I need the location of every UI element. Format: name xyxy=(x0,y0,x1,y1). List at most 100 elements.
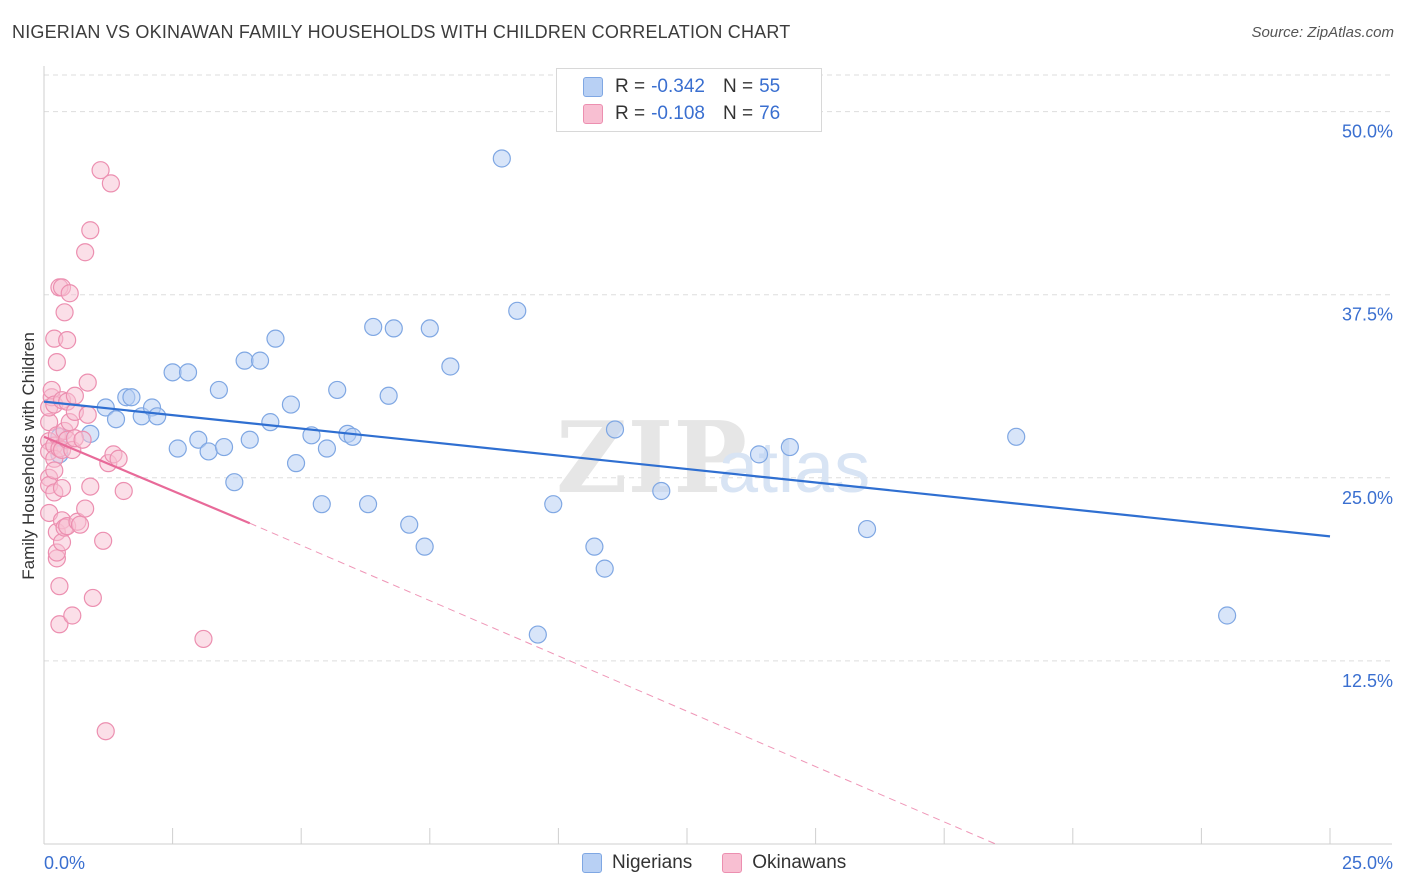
okinawan-point xyxy=(73,430,92,449)
nigerian-point xyxy=(595,559,614,578)
nigerian-point xyxy=(281,395,301,414)
nigerian-point xyxy=(364,317,383,337)
okinawan-point xyxy=(83,588,102,608)
okinawan-point xyxy=(58,331,77,350)
nigerians-swatch xyxy=(583,77,603,97)
nigerian-point xyxy=(225,473,244,492)
nigerian-point xyxy=(780,437,799,457)
nigerian-point xyxy=(209,380,228,400)
nigerian-point xyxy=(605,420,625,439)
nigerian-point xyxy=(250,351,270,370)
y-tick-label: 37.5% xyxy=(1342,305,1393,325)
nigerian-point xyxy=(492,149,511,168)
nigerian-point xyxy=(441,357,460,376)
okinawan-point xyxy=(50,577,69,596)
nigerians-swatch xyxy=(582,853,602,873)
okinawan-point xyxy=(94,531,113,550)
y-tick-label: 12.5% xyxy=(1342,671,1393,691)
nigerian-point xyxy=(652,481,671,501)
okinawan-point xyxy=(76,243,95,262)
nigerian-point xyxy=(312,495,331,514)
okinawan-point xyxy=(78,373,97,392)
legend-row-okinawans: R = -0.108 N = 76 xyxy=(583,102,786,126)
okinawans-trendline-extension xyxy=(249,522,996,845)
nigerian-point xyxy=(379,386,398,405)
nigerian-point xyxy=(106,410,126,429)
x-tick-label: 25.0% xyxy=(1342,853,1393,873)
r-value: -0.108 xyxy=(651,103,705,124)
okinawan-point xyxy=(81,477,100,496)
nigerian-point xyxy=(400,515,419,534)
watermark: ZIP atlas xyxy=(556,401,870,516)
okinawan-point xyxy=(194,629,213,649)
okinawan-point xyxy=(76,499,95,518)
nigerian-point xyxy=(178,363,198,382)
nigerian-point xyxy=(343,427,362,446)
nigerian-point xyxy=(235,351,254,370)
nigerian-point xyxy=(122,388,141,407)
nigerian-point xyxy=(1007,427,1026,446)
y-tick-label: 25.0% xyxy=(1342,488,1393,508)
chart-title: NIGERIAN VS OKINAWAN FAMILY HOUSEHOLDS W… xyxy=(12,22,791,42)
okinawan-point xyxy=(60,284,79,303)
nigerian-point xyxy=(508,301,527,320)
nigerian-point xyxy=(286,454,306,473)
y-axis-label: Family Households with Children xyxy=(19,332,38,580)
okinawan-point xyxy=(55,303,74,322)
okinawans-trendline xyxy=(43,435,251,525)
okinawan-point xyxy=(70,515,90,534)
n-value: 55 xyxy=(759,76,781,97)
nigerian-point xyxy=(189,430,208,449)
okinawan-point xyxy=(50,615,69,634)
nigerian-point xyxy=(163,363,182,382)
n-label: N = xyxy=(722,103,754,124)
trendlines xyxy=(43,400,1331,845)
nigerian-point xyxy=(420,319,439,338)
nigerian-point xyxy=(857,519,877,539)
n-value: 76 xyxy=(759,103,781,124)
series-legend: Nigerians Okinawans xyxy=(582,852,876,874)
legend-label: Nigerians xyxy=(612,852,693,873)
r-label: R = xyxy=(615,103,646,124)
okinawans-swatch xyxy=(722,853,743,873)
nigerian-point xyxy=(328,380,347,400)
nigerian-point xyxy=(544,495,563,514)
legend-item-okinawans[interactable]: Okinawans xyxy=(722,852,846,874)
okinawan-point xyxy=(101,174,120,193)
nigerian-point xyxy=(384,319,403,338)
x-tick-label: 0.0% xyxy=(44,853,85,873)
legend-row-nigerians: R = -0.342 N = 55 xyxy=(583,75,786,99)
okinawan-point xyxy=(81,221,100,240)
okinawan-point xyxy=(45,461,64,480)
okinawans-swatch xyxy=(583,104,603,124)
x-tick-labels: 0.0% 25.0% xyxy=(44,853,1393,873)
nigerian-point xyxy=(266,329,285,348)
nigerian-point xyxy=(148,407,167,426)
source-credit: Source: ZipAtlas.com xyxy=(1251,24,1394,41)
nigerians-trendline xyxy=(43,400,1331,538)
y-tick-labels: 12.5% 25.0% 37.5% 50.0% xyxy=(1342,122,1393,691)
okinawan-point xyxy=(63,606,82,625)
okinawan-point xyxy=(65,386,84,405)
okinawan-point xyxy=(47,352,66,372)
nigerian-point xyxy=(317,439,337,458)
nigerian-point xyxy=(585,537,604,556)
legend-label: Okinawans xyxy=(752,852,847,873)
nigerian-point xyxy=(240,430,259,449)
nigerian-point xyxy=(749,445,769,464)
legend-item-nigerians[interactable]: Nigerians xyxy=(582,852,692,874)
okinawan-point xyxy=(78,405,97,424)
nigerian-point xyxy=(1218,606,1237,625)
nigerian-point xyxy=(415,537,434,556)
nigerian-point xyxy=(214,437,234,457)
okinawan-point xyxy=(91,161,110,180)
r-value: -0.342 xyxy=(651,76,705,97)
n-label: N = xyxy=(722,76,754,97)
r-label: R = xyxy=(615,76,646,97)
okinawan-point xyxy=(52,478,72,498)
okinawan-point xyxy=(114,481,133,501)
okinawan-point xyxy=(96,722,115,741)
y-tick-label: 50.0% xyxy=(1342,122,1393,142)
nigerian-point xyxy=(168,439,187,458)
nigerian-point xyxy=(261,413,280,432)
